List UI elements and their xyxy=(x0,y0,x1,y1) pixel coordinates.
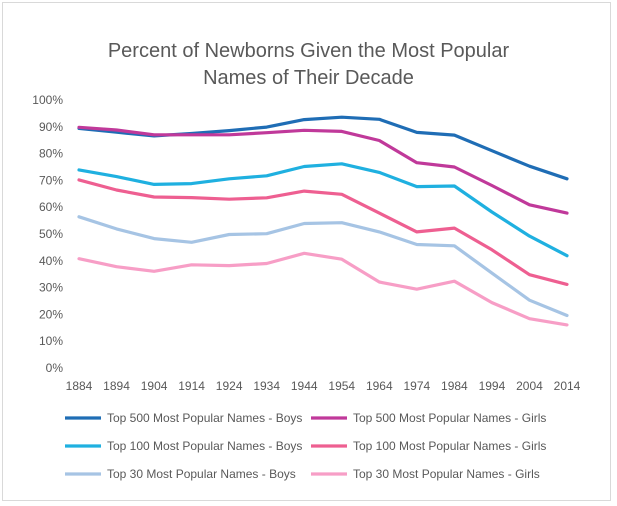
legend-label: Top 30 Most Popular Names - Boys xyxy=(107,467,296,481)
y-tick-label: 50% xyxy=(39,227,63,241)
x-tick-label: 1884 xyxy=(66,379,93,393)
legend-label: Top 500 Most Popular Names - Girls xyxy=(353,411,546,425)
y-tick-label: 70% xyxy=(39,173,63,187)
y-tick-label: 100% xyxy=(32,93,63,107)
y-tick-label: 80% xyxy=(39,147,63,161)
series-line-5 xyxy=(77,215,569,318)
x-tick-label: 1914 xyxy=(178,379,205,393)
y-axis-ticks: 0% 10% 20% 30% 40% 50% 60% 70% 80% 90% 100% xyxy=(32,93,63,375)
chart-frame xyxy=(2,2,611,501)
x-tick-label: 1964 xyxy=(366,379,393,393)
x-tick-label: 1984 xyxy=(441,379,468,393)
y-tick-label: 90% xyxy=(39,120,63,134)
series-line-1 xyxy=(77,115,569,181)
chart-title-line2: Names of Their Decade xyxy=(203,67,414,89)
x-tick-label: 1954 xyxy=(328,379,355,393)
legend: Top 500 Most Popular Names - Boys Top 500… xyxy=(65,411,546,481)
x-tick-label: 2014 xyxy=(554,379,581,393)
legend-label: Top 30 Most Popular Names - Girls xyxy=(353,467,540,481)
y-tick-label: 30% xyxy=(39,281,63,295)
series-lines xyxy=(77,115,569,327)
x-tick-label: 1894 xyxy=(103,379,130,393)
y-tick-label: 0% xyxy=(46,361,64,375)
y-tick-label: 20% xyxy=(39,307,63,321)
chart-title-line1: Percent of Newborns Given the Most Popul… xyxy=(107,40,510,62)
y-tick-label: 10% xyxy=(39,334,63,348)
x-tick-label: 1974 xyxy=(403,379,430,393)
series-line-3 xyxy=(77,162,569,258)
x-tick-label: 1924 xyxy=(216,379,243,393)
x-tick-label: 1934 xyxy=(253,379,280,393)
y-tick-label: 40% xyxy=(39,254,63,268)
legend-label: Top 100 Most Popular Names - Girls xyxy=(353,439,546,453)
x-tick-label: 1904 xyxy=(141,379,168,393)
y-tick-label: 60% xyxy=(39,200,63,214)
legend-label: Top 100 Most Popular Names - Boys xyxy=(107,439,302,453)
series-line-6 xyxy=(77,251,569,327)
x-tick-label: 1994 xyxy=(479,379,506,393)
series-line-2 xyxy=(77,125,569,215)
x-axis-ticks: 1884 1894 1904 1914 1924 1934 1944 1954 1964 1974… xyxy=(66,379,581,393)
legend-label: Top 500 Most Popular Names - Boys xyxy=(107,411,302,425)
series-line-4 xyxy=(77,178,569,286)
x-tick-label: 2004 xyxy=(516,379,543,393)
x-tick-label: 1944 xyxy=(291,379,318,393)
